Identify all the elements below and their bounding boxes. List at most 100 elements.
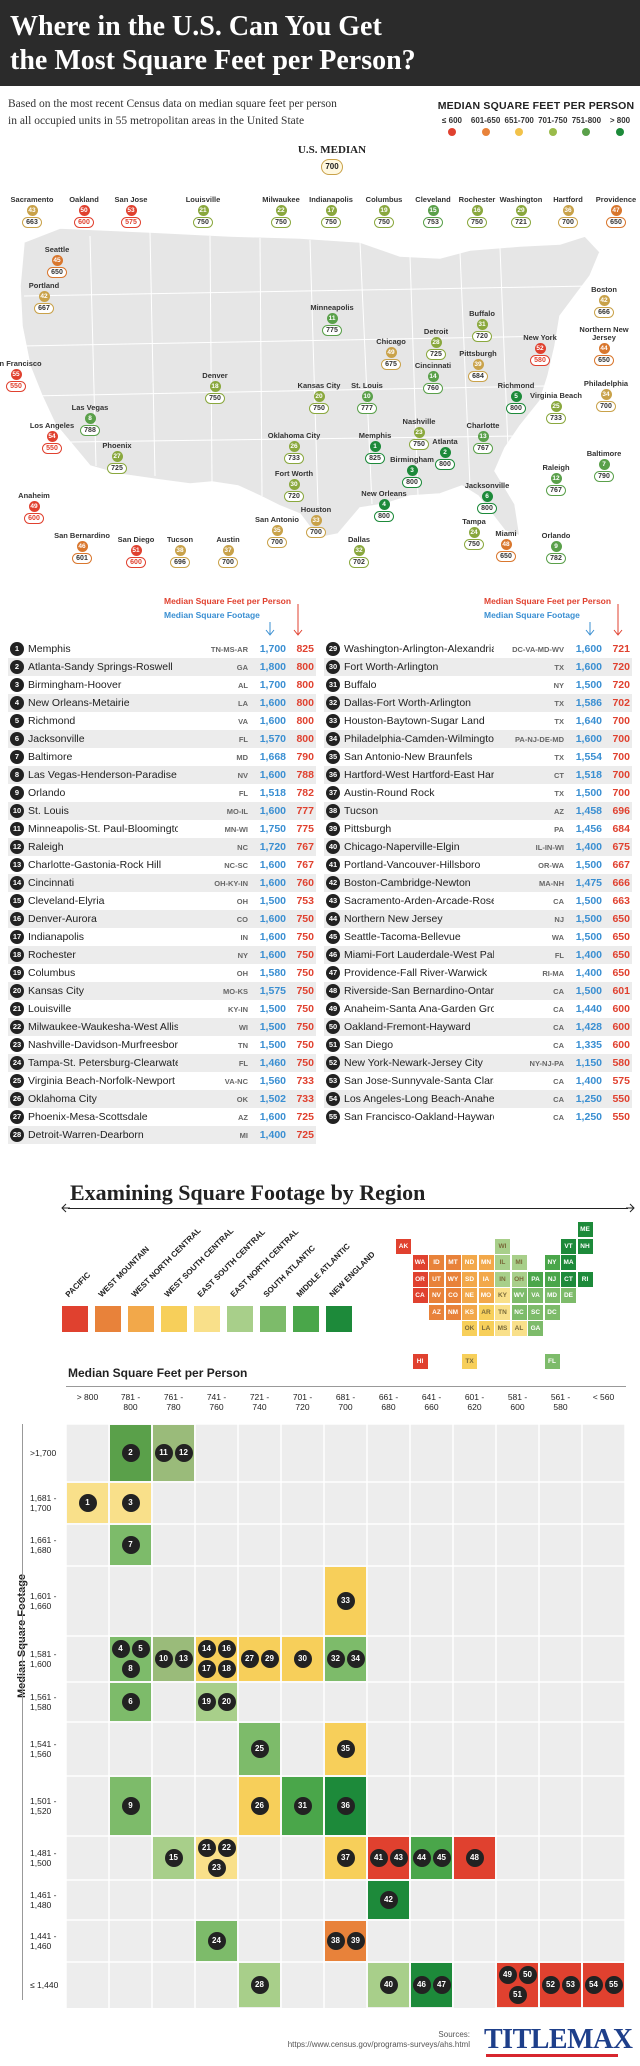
y-tick-label: 1,481 -1,500 (30, 1848, 56, 1868)
rank-dot: 50 (518, 1966, 537, 1984)
marker-value: 650 (47, 267, 67, 278)
state-tile: CA (412, 1288, 428, 1303)
metro-states: CT (554, 770, 564, 780)
map-marker: Houston 33 700 (286, 506, 346, 538)
rank-dot: 55 (604, 1976, 623, 1994)
median-footage: 1,586 (575, 697, 602, 709)
marker-city: New Orleans (361, 489, 407, 498)
x-tick-label: 701 -720 (281, 1392, 324, 1412)
legend-dot (448, 128, 456, 136)
y-tick-from: 1,501 - (30, 1796, 57, 1806)
rank-badge: 50 (326, 1020, 340, 1034)
metro-states: OH (236, 896, 248, 906)
y-tick-label: 1,561 -1,580 (30, 1692, 56, 1712)
marker-value: 580 (530, 355, 550, 366)
marker-city: Anaheim (18, 491, 50, 500)
x-tick-from: 581 - (507, 1392, 528, 1402)
marker-city: Cleveland (415, 195, 451, 204)
rank-badge: 45 (326, 930, 340, 944)
x-tick-label: 741 -760 (195, 1392, 238, 1412)
map-marker: Chicago 49 675 (361, 338, 421, 370)
rank-dot: 17 (197, 1660, 216, 1678)
metro-name: Miami-Fort Lauderdale-West Palm Beach (344, 949, 494, 961)
metro-states: VA (238, 716, 248, 726)
map-marker: Richmond 5 800 (486, 382, 546, 414)
median-footage: 1,518 (259, 787, 286, 799)
rank-dot: 31 (293, 1797, 312, 1815)
metro-name: Buffalo (344, 679, 377, 691)
metro-name: Chicago-Naperville-Elgin (344, 841, 460, 853)
marker-city: Sacramento (10, 195, 54, 204)
median-footage: 1,456 (575, 823, 602, 835)
map-marker: Portland 42 667 (14, 282, 74, 314)
table-row: 45 Seattle-Tacoma-Bellevue WA 1,500 650 (324, 928, 632, 946)
median-psf: 725 (296, 1111, 314, 1123)
rank-dot: 12 (174, 1444, 193, 1462)
footage-header-right: Median Square Footage (484, 610, 580, 620)
marker-rank: 51 (130, 545, 142, 556)
metro-name: Orlando (28, 787, 66, 799)
map-marker: Cincinnati 14 760 (403, 362, 463, 394)
table-row: 11 Minneapolis-St. Paul-Bloomington MN-WI 1… (8, 820, 316, 838)
x-tick-from: 741 - (206, 1392, 227, 1402)
median-footage: 1,500 (259, 1021, 286, 1033)
marker-city: Atlanta (432, 437, 458, 446)
table-row: 32 Dallas-Fort Worth-Arlington TX 1,586 702 (324, 694, 632, 712)
marker-value: 700 (306, 527, 326, 538)
marker-value: 760 (423, 383, 443, 394)
rank-dot: 36 (336, 1797, 355, 1815)
titlemax-logo: TITLEMAX (484, 2024, 633, 2055)
marker-city: Baltimore (586, 449, 622, 458)
marker-city: Virginia Beach (530, 391, 582, 400)
metro-states: MA-NH (539, 878, 564, 888)
region-swatch (95, 1306, 121, 1332)
state-tile: NC (511, 1304, 527, 1320)
rank-dot: 18 (217, 1660, 236, 1678)
marker-city: Washington (499, 195, 543, 204)
table-row: 16 Denver-Aurora CO 1,600 750 (8, 910, 316, 928)
marker-city: Denver (202, 371, 228, 380)
median-psf: 767 (296, 841, 314, 853)
map-marker: Orlando 9 782 (526, 532, 586, 564)
median-psf: 750 (296, 949, 314, 961)
marker-rank: 48 (500, 539, 512, 550)
map-marker: Pittsburgh 39 684 (448, 350, 508, 382)
marker-rank: 37 (222, 545, 234, 556)
state-tile: DC (544, 1304, 560, 1320)
state-tile: RI (577, 1271, 593, 1287)
map-marker: Fort Worth 30 720 (264, 470, 324, 502)
state-tile: CT (561, 1271, 576, 1287)
x-tick-label: 781 -800 (109, 1392, 152, 1412)
state-tile: NJ (544, 1271, 560, 1287)
rank-badge: 7 (10, 750, 24, 764)
median-footage: 1,600 (259, 877, 286, 889)
median-psf: 684 (612, 823, 630, 835)
state-tile: OK (462, 1321, 477, 1336)
sources-url[interactable]: https://www.census.gov/programs-surveys/… (287, 2040, 470, 2049)
map-marker: Denver 18 750 (185, 372, 245, 404)
metro-name: Philadelphia-Camden-Wilmington (344, 733, 494, 745)
map-marker: San Bernardino 46 601 (52, 532, 112, 564)
map-marker: Jacksonville 6 800 (457, 482, 517, 514)
region-label: PACIFIC (63, 1270, 93, 1299)
state-tile: IA (478, 1271, 494, 1287)
metro-name: Raleigh (28, 841, 64, 853)
marker-value: 650 (496, 551, 516, 562)
table-row: 55 San Francisco-Oakland-Hayward CA 1,250 55… (324, 1108, 632, 1126)
rank-badge: 35 (326, 750, 340, 764)
map-marker: Washington 29 721 (491, 196, 551, 228)
rank-badge: 27 (10, 1110, 24, 1124)
y-tick-to: 1,560 (30, 1749, 52, 1759)
marker-value: 767 (546, 485, 566, 496)
median-psf: 777 (296, 805, 314, 817)
metro-name: Nashville-Davidson-Murfreesboro (28, 1039, 178, 1051)
median-footage: 1,600 (259, 697, 286, 709)
rank-badge: 6 (10, 732, 24, 746)
y-tick-from: 1,441 - (30, 1931, 57, 1941)
marker-city: Providence (595, 195, 637, 204)
intro-text: Based on the most recent Census data on … (8, 98, 337, 127)
rank-badge: 42 (326, 876, 340, 890)
marker-rank: 17 (325, 205, 337, 216)
us-median-label: U.S. MEDIAN (297, 144, 367, 156)
median-psf: 800 (296, 733, 314, 745)
